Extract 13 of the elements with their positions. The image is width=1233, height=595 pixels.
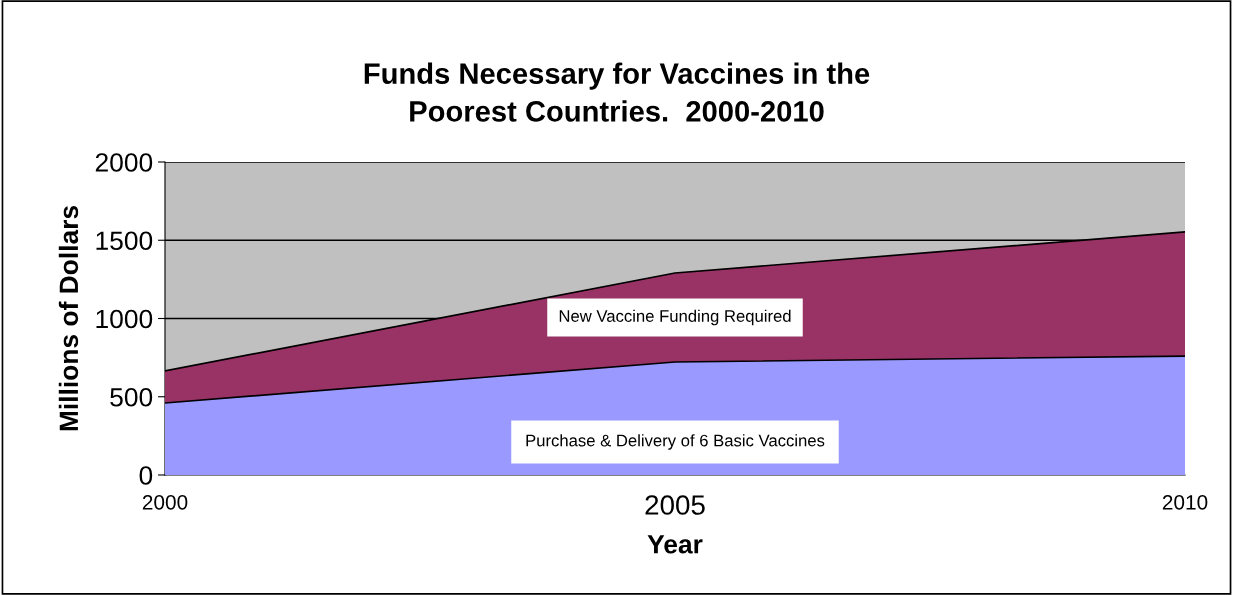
x-axis-title: Year [647, 535, 703, 554]
y-tick-label: 1000 [96, 309, 153, 329]
series-label: Purchase & Delivery of 6 Basic Vaccines [526, 434, 825, 450]
y-tick-label: 0 [139, 466, 153, 485]
y-tick-label: 500 [110, 387, 153, 407]
x-tick-label: 2010 [1162, 494, 1208, 510]
series-label: New Vaccine Funding Required [559, 309, 791, 326]
chart-title: Funds Necessary for Vaccines in the Poorest Countries. 2000-2010 [364, 62, 870, 122]
y-axis-title: Millions of Dollars [58, 205, 79, 431]
y-tick-label: 2000 [95, 153, 153, 172]
x-tick-label: 2000 [142, 494, 188, 510]
y-tick-label: 1500 [96, 231, 153, 251]
x-tick-label: 2005 [645, 495, 705, 515]
